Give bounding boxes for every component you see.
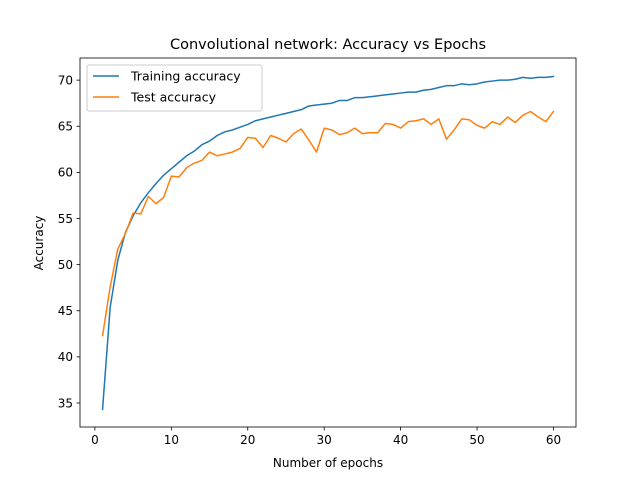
- x-tick-label: 10: [164, 433, 179, 447]
- legend-label: Test accuracy: [130, 90, 217, 105]
- y-tick-label: 45: [58, 304, 73, 318]
- legend-label: Training accuracy: [130, 69, 241, 84]
- axes-frame: [79, 57, 577, 428]
- y-tick-label: 50: [58, 258, 73, 272]
- y-axis-label: Accuracy: [32, 216, 46, 271]
- x-tick-label: 20: [240, 433, 255, 447]
- x-tick-label: 40: [393, 433, 408, 447]
- x-tick-label: 30: [317, 433, 332, 447]
- series-line-training: [101, 75, 555, 411]
- series-line-test: [101, 110, 555, 337]
- chart-title: Convolutional network: Accuracy vs Epoch…: [170, 37, 486, 53]
- y-tick-label: 65: [58, 120, 73, 134]
- x-tick-label: 60: [546, 433, 561, 447]
- y-tick-label: 60: [58, 166, 73, 180]
- x-tick-label: 0: [91, 433, 99, 447]
- y-tick-label: 55: [58, 212, 73, 226]
- x-axis-label: Number of epochs: [273, 456, 383, 470]
- plot-area: 0 10 20 30 40 50 60 35 40 45 50 55 60 65 70 Training ac…: [58, 57, 577, 447]
- x-tick-label: 50: [469, 433, 484, 447]
- legend-box: [86, 64, 263, 112]
- y-tick-label: 35: [58, 396, 73, 410]
- y-tick-label: 40: [58, 350, 73, 364]
- y-tick-label: 70: [58, 73, 73, 87]
